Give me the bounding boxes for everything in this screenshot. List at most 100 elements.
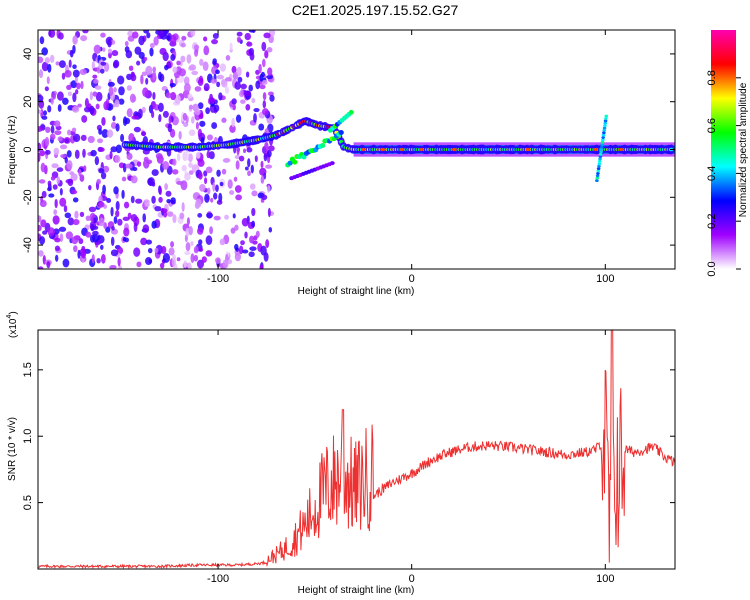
spectrogram-noise-blob [251,97,256,104]
spectrogram-spike [603,124,607,127]
spectrogram-noise-blob [234,81,241,90]
spectrogram-hotspot [360,148,366,151]
spectrogram-arm-blob [348,109,354,115]
spectrogram-noise-blob [107,48,113,54]
spectrogram-noise-blob [242,249,249,254]
spectrogram-noise-blob [158,186,162,196]
spectrogram-noise-blob [41,115,48,120]
spectrogram-noise-blob [69,171,75,176]
spectrogram-noise-blob [82,30,89,34]
spectrogram-noise-blob [154,247,159,254]
spectrogram-spike [604,117,608,120]
spectrogram-noise-blob [46,76,50,85]
spectrogram-noise-blob [99,68,105,74]
spectrogram-noise-blob [138,35,145,46]
spectrogram-noise-blob [152,66,157,73]
spectrogram-noise-blob [71,189,78,195]
spectrogram-noise-blob [158,113,162,123]
spectrogram-noise-blob [260,175,265,184]
spectrogram-noise-blob [208,97,216,104]
spectrogram-noise-blob [269,94,275,102]
spectrogram-noise-blob [227,179,233,189]
spectrogram-noise-blob [176,180,184,185]
spectrogram-noise-blob [85,215,91,222]
spectrogram-spike [596,169,601,173]
spectrogram-noise-blob [136,60,141,66]
spectrogram-noise-blob [128,65,134,71]
spectrogram-noise-blob [112,115,116,122]
spectrogram-noise-blob [121,189,125,199]
spectrogram-noise-blob [236,147,240,156]
spectrogram-noise-blob [58,32,64,40]
spectrogram-noise-blob [58,226,67,232]
spectrogram-noise-blob [126,108,133,118]
spectrogram-noise-blob [47,63,52,73]
spectrogram-noise-blob [249,235,255,244]
spectrogram-noise-blob [172,254,176,261]
spectrogram-noise-blob [194,108,201,116]
spectrogram-noise-blob [151,169,159,177]
spectrogram-noise-blob [64,212,72,219]
spectrogram-noise-blob [110,249,119,257]
spectrogram-noise-blob [121,176,127,182]
spectrogram-noise-blob [160,208,168,213]
spectrogram-noise-blob [188,170,194,175]
spectrogram-noise-blob [53,209,58,215]
spectrogram-noise-blob [56,167,64,172]
spectrogram-noise-blob [89,234,96,243]
spectrogram-noise-blob [144,202,150,208]
spectrogram-noise-blob [195,198,202,208]
spectrogram-noise-blob [113,216,118,225]
spectrogram-noise-blob [100,172,107,180]
spectrogram-image [38,30,675,269]
spectrogram-noise-blob [110,206,114,217]
snr-xtick-label: 100 [596,573,614,585]
spectrogram-noise-blob [125,50,133,59]
spectrogram-spike [598,157,602,161]
spectrogram-noise-blob [263,252,269,262]
spectrogram-noise-blob [94,156,100,166]
spectrogram-noise-blob [263,32,271,39]
snr-line [38,330,675,569]
spectrogram-noise-blob [163,211,168,218]
spectrogram-noise-blob [57,136,63,142]
spectrogram-noise-blob [143,156,149,162]
spectrogram-noise-blob [133,126,141,133]
spectrogram-noise-blob [248,84,254,92]
spectrogram-noise-blob [141,71,147,77]
spectrogram-noise-blob [79,68,87,76]
spectrogram-noise-blob [255,80,261,90]
spectrogram-noise-blob [236,66,242,77]
spectrogram-noise-blob [128,132,135,143]
spectrogram-noise-blob [38,179,46,184]
spectrogram-noise-blob [219,181,224,187]
spectrogram-spike [595,179,599,182]
spectrogram-noise-blob [134,46,142,55]
spectrogram-spike [597,162,602,166]
snr-multiplier-close: ) [8,311,19,314]
spectrogram-noise-blob [101,117,106,126]
spectrogram-noise-blob [64,156,68,164]
spectrogram-noise-blob [92,91,98,97]
spectrogram-noise-blob [203,36,208,42]
spectrogram-noise-blob [53,120,61,128]
spectrogram-noise-blob [49,133,56,141]
spectrogram-noise-blob [244,32,252,41]
spectrogram-noise-blob [88,184,92,191]
spectrogram-noise-blob [133,247,141,257]
spectrogram-noise-blob [122,237,127,242]
spectrogram-noise-blob [248,251,255,258]
spectrogram-noise-blob [199,184,206,192]
spectrogram-noise-blob [229,190,235,195]
spectrogram-noise-blob [221,168,227,175]
spectrogram-noise-blob [129,93,136,103]
spectrogram-noise-blob [157,30,165,37]
spectrogram-noise-blob [44,136,50,147]
spectrogram-noise-blob [200,136,205,144]
spectrogram-noise-blob [61,72,66,80]
spectrogram-noise-blob [110,121,117,129]
spectrogram-noise-blob [53,147,60,156]
spectrogram-noise-blob [188,162,193,168]
spectrogram-noise-blob [253,107,260,113]
spectrogram-noise-blob [84,98,89,108]
